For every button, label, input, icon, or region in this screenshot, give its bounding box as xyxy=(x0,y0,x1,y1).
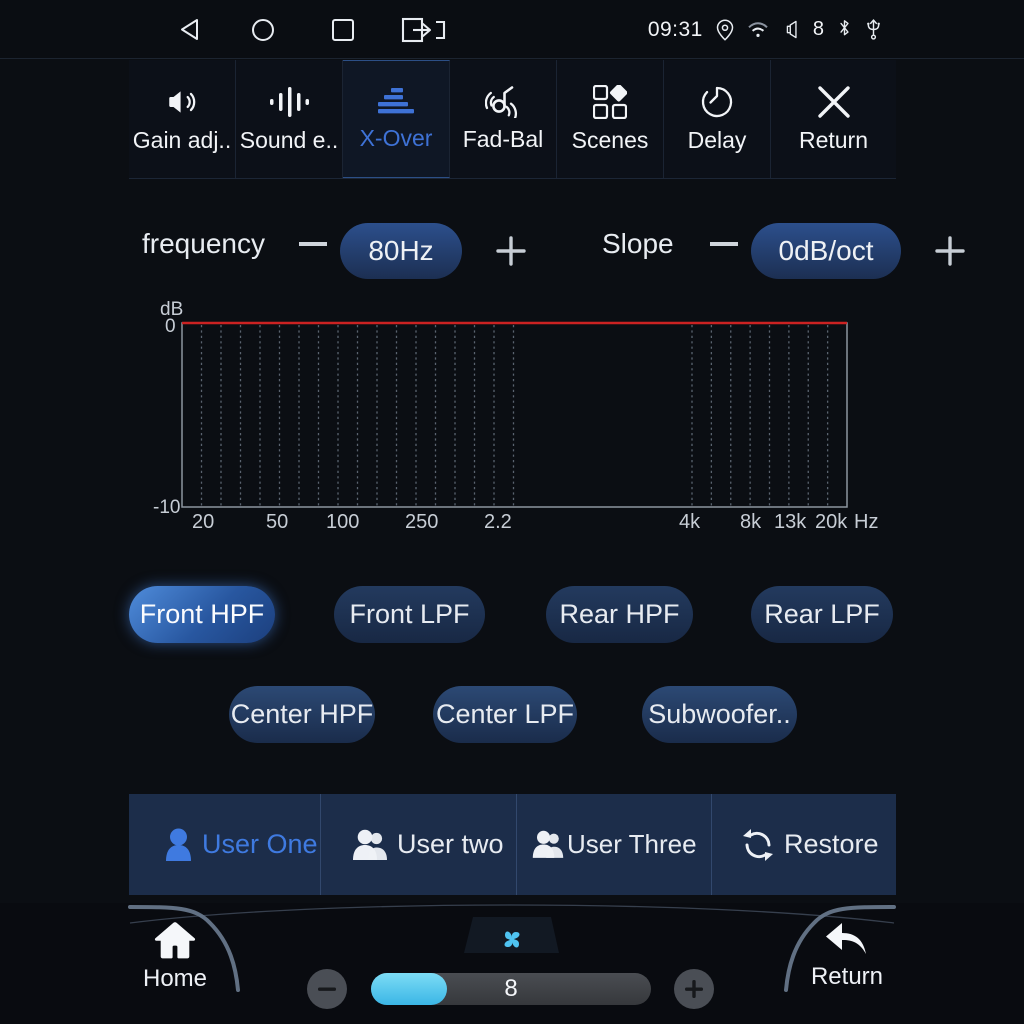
svg-text:20k: 20k xyxy=(815,511,848,533)
svg-text:8k: 8k xyxy=(740,511,762,533)
svg-text:2.2: 2.2 xyxy=(484,511,512,533)
svg-text:250: 250 xyxy=(405,511,438,533)
svg-text:20: 20 xyxy=(192,511,214,533)
svg-text:4k: 4k xyxy=(679,511,701,533)
svg-text:Hz: Hz xyxy=(854,511,878,533)
svg-text:13k: 13k xyxy=(774,511,807,533)
svg-text:50: 50 xyxy=(266,511,288,533)
svg-text:-10: -10 xyxy=(153,497,180,518)
svg-text:100: 100 xyxy=(326,511,359,533)
svg-text:0: 0 xyxy=(165,316,176,337)
